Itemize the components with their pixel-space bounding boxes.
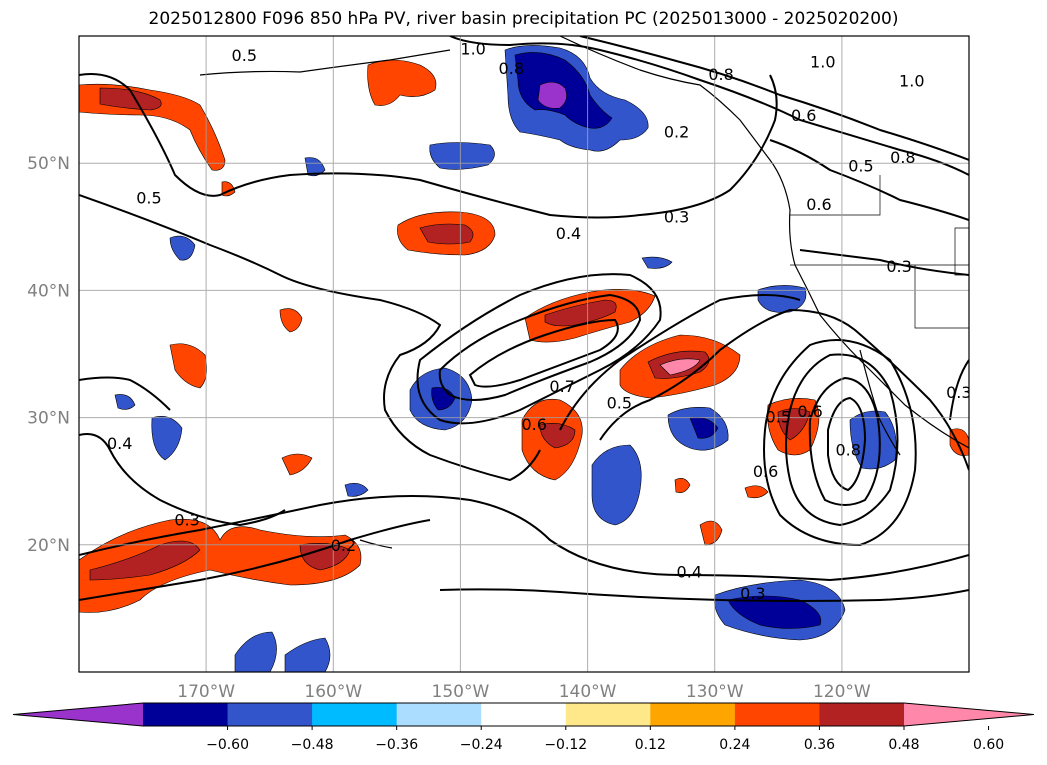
contour-label: 0.3 [664,208,689,227]
colorbar-tick-label: 0.36 [804,737,835,753]
map-frame [78,35,970,673]
longitude-label: 120°W [813,682,871,702]
colorbar-tick-label: 0.48 [888,737,919,753]
colorbar-tick-labels: −0.60 −0.48 −0.36 −0.24 −0.12 0.12 0.24 0.36 0.4… [206,726,1004,753]
contour-label: 0.6 [753,462,778,481]
contour-label: 0.3 [740,584,765,603]
contour-label: 1.0 [460,40,485,59]
contour-label: 0.3 [174,510,199,529]
contour-label: 1.0 [810,52,835,71]
colorbar-tick-label: 0.12 [635,737,666,753]
contour-label: 0.6 [806,195,831,214]
contour-label: 0.5 [136,189,161,208]
colorbar-tick-label: 0.24 [719,737,750,753]
contour-labels: 1.0 0.5 0.8 0.8 1.0 1.0 0.6 0.2 0.5 0.8 0.6 0.3 0.4 0… [107,40,971,603]
colorbar-tick-label: 0.60 [973,737,1004,753]
contour-label: 0.2 [664,122,689,141]
colorbar-segment [143,703,229,726]
contour-label: 0.8 [708,65,733,84]
longitude-label: 140°W [559,682,617,702]
gridlines [79,36,969,672]
map-title: 2025012800 F096 850 hPa PV, river basin … [148,9,899,29]
colorbar-segment [819,703,905,726]
latitude-label: 50°N [27,154,70,174]
longitude-label: 150°W [432,682,490,702]
colorbar-segment [481,703,567,726]
contour-label: 0.7 [549,377,574,396]
colorbar-tick-label: −0.48 [291,737,334,753]
latitude-label: 40°N [27,281,70,301]
longitude-label: 160°W [304,682,362,702]
contour-label: 0.3 [886,257,911,276]
latitude-label: 30°N [27,409,70,429]
longitude-label: 130°W [686,682,744,702]
pv-contours [79,36,969,602]
colorbar-outline [12,702,1035,727]
colorbar-segment [565,703,651,726]
colorbar-tick-label: −0.60 [206,737,249,753]
contour-label: 0.6 [521,415,546,434]
contour-label: 0.5 [848,157,873,176]
contour-label: 0.8 [835,440,860,459]
colorbar-tick-label: −0.24 [460,737,503,753]
political-borders [790,175,969,329]
contour-label: 0.5 [766,407,791,426]
contour-label: 0.8 [499,59,524,78]
colorbar-segment [396,703,482,726]
contour-label: 1.0 [899,72,924,91]
contour-label: 0.4 [107,434,132,453]
colorbar-tick-label: −0.36 [375,737,418,753]
contour-label: 0.4 [556,224,581,243]
contour-label: 0.2 [331,536,356,555]
colorbar-segment [312,703,398,726]
colorbar-tick-label: −0.12 [544,737,587,753]
contour-label: 0.4 [677,563,702,582]
colorbar-extend-low [13,703,143,726]
colorbar [12,702,1035,727]
latitude-label: 20°N [27,536,70,556]
longitude-labels: 170°W 160°W 150°W 140°W 130°W 120°W [177,682,871,702]
map-panel: 1.0 0.5 0.8 0.8 1.0 1.0 0.6 0.2 0.5 0.8 0.6 0.3 0.4 0… [79,36,971,672]
contour-label: 0.5 [232,46,257,65]
contour-label: 0.3 [946,383,971,402]
latitude-labels: 50°N 40°N 30°N 20°N [27,154,70,556]
contour-label: 0.5 [607,393,632,412]
contour-label: 0.8 [890,148,915,167]
contour-label: 0.6 [797,402,822,421]
colorbar-segment [734,703,820,726]
contour-label: 0.6 [791,106,816,125]
longitude-label: 170°W [177,682,235,702]
colorbar-segment [650,703,736,726]
colorbar-extend-high [904,703,1034,726]
colorbar-segment [227,703,313,726]
